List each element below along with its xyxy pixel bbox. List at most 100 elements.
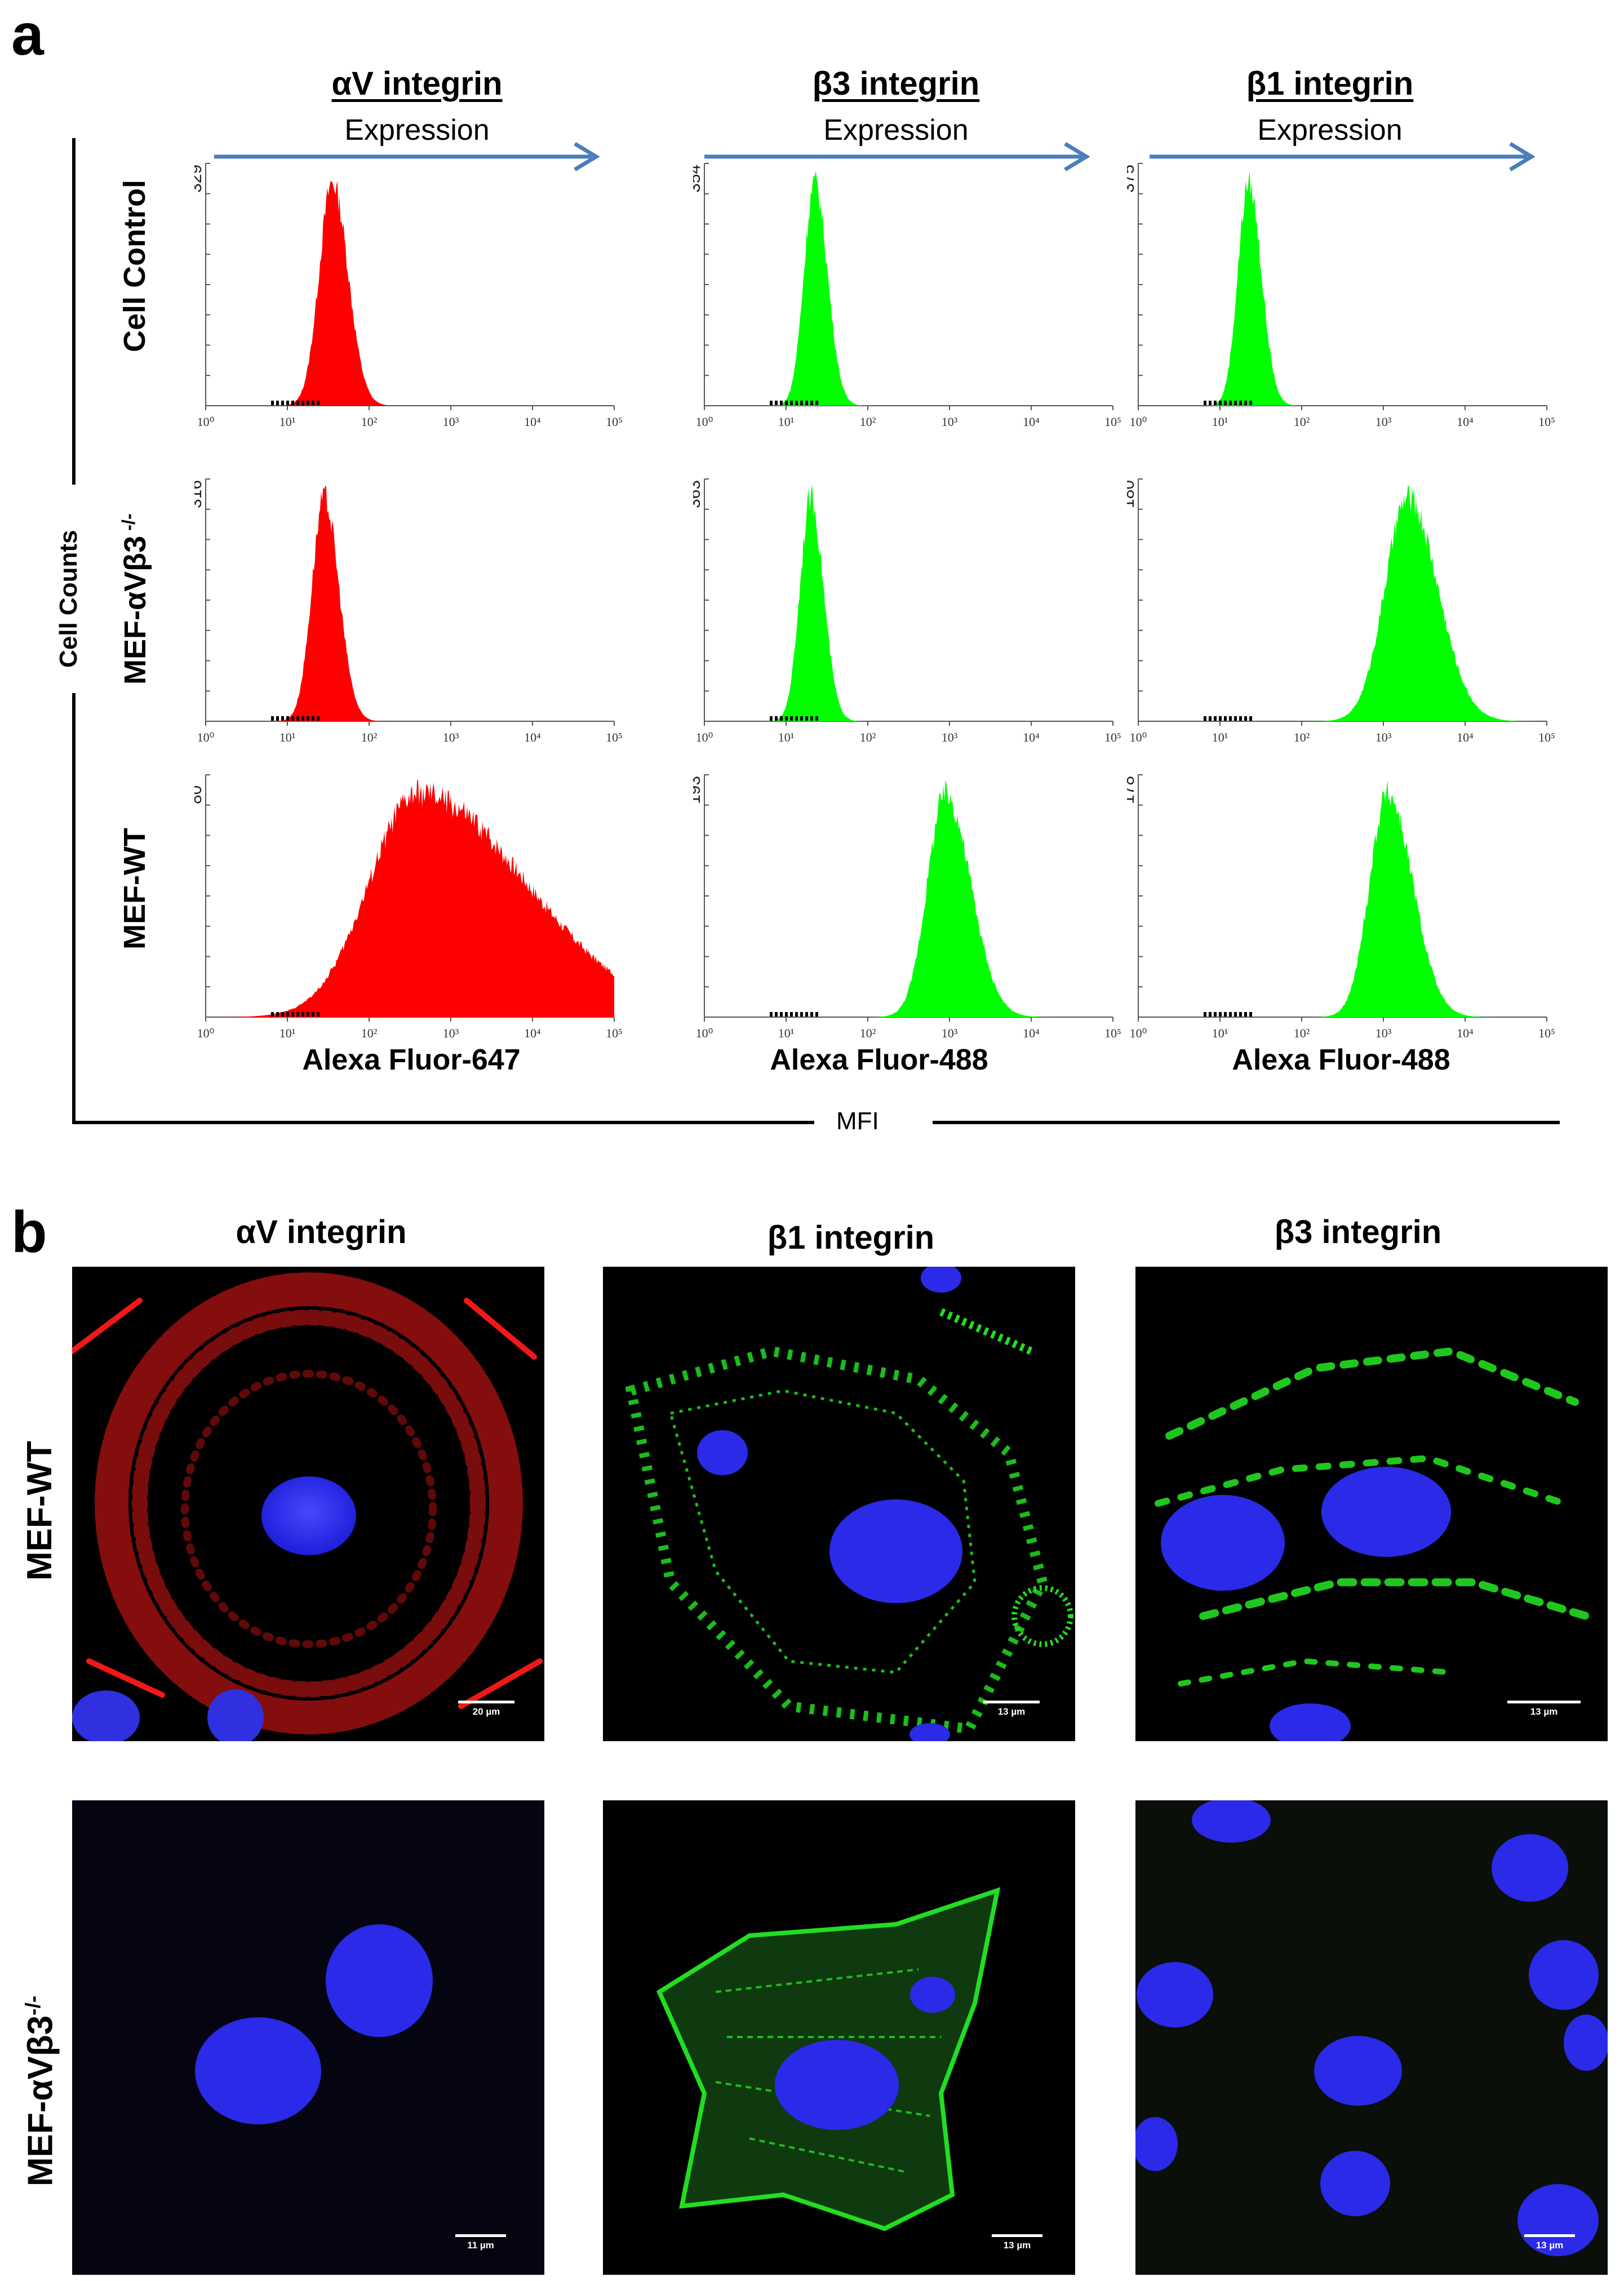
x-tick-label: 10⁵: [1104, 1026, 1121, 1040]
scale-bar-ko-av: 11 µm: [450, 2234, 512, 2250]
y-max-label: 363: [693, 480, 704, 508]
x-tick-label: 10⁰: [696, 1026, 713, 1040]
y-max-label: 178: [1127, 776, 1138, 804]
mfi-label: MFI: [823, 1109, 893, 1134]
histogram-0-1: 10⁰ 10¹ 10² 10³ 10⁴ 10⁵ 354: [693, 163, 1121, 429]
row-label-cell-control: Cell Control: [118, 180, 152, 352]
x-tick-label: 10⁴: [1457, 730, 1474, 744]
histogram-area: [704, 485, 1113, 721]
x-tick-label: 10³: [942, 1026, 958, 1040]
x-tick-label: 10²: [860, 415, 876, 429]
scale-bar-wt-av-label: 20 µm: [472, 1706, 500, 1717]
x-tick-label: 10²: [860, 730, 876, 744]
histogram-area: [206, 780, 614, 1017]
x-tick-label: 10¹: [1212, 730, 1228, 744]
x-tick-label: 10⁵: [606, 1026, 623, 1040]
cell-counts-label: Cell Counts: [55, 530, 82, 668]
y-max-label: 329: [194, 165, 205, 193]
histogram-axes: [1138, 163, 1547, 406]
scale-bar-wt-b1-label: 13 µm: [997, 1706, 1026, 1717]
micrograph-ko-av-art: [72, 1800, 544, 2275]
x-tick-label: 10¹: [279, 415, 296, 429]
x-tick-label: 10³: [942, 730, 958, 744]
x-tick-label: 10⁴: [524, 415, 541, 429]
histogram-0-2: 10⁰ 10¹ 10² 10³ 10⁴ 10⁵ 375: [1127, 163, 1555, 429]
x-tick-label: 10⁰: [696, 730, 713, 744]
x-tick-label: 10⁴: [1457, 1026, 1474, 1040]
x-tick-label: 10³: [443, 1026, 459, 1040]
histogram-1-2: 10⁰ 10¹ 10² 10³ 10⁴ 10⁵ 180: [1127, 478, 1555, 744]
micrograph-wt-b1: 13 µm: [603, 1267, 1075, 1741]
x-tick-label: 10⁰: [1130, 1026, 1147, 1040]
histogram-axes: [704, 775, 1113, 1018]
histogram-2-0: 10⁰ 10¹ 10² 10³ 10⁴ 10⁵ 80: [194, 774, 623, 1040]
x-tick-label: 10⁰: [197, 730, 215, 744]
micrograph-wt-av: 20 µm: [72, 1267, 544, 1741]
histogram-2-1: 10⁰ 10¹ 10² 10³ 10⁴ 10⁵ 193: [693, 774, 1121, 1040]
x-tick-label: 10¹: [1212, 1026, 1228, 1040]
x-tick-label: 10²: [361, 415, 378, 429]
x-tick-label: 10¹: [279, 730, 296, 744]
histogram-area: [704, 171, 1113, 406]
micrograph-ko-b1: 13 µm: [603, 1800, 1075, 2275]
scale-bar-ko-av-label: 11 µm: [467, 2240, 494, 2251]
x-tick-label: 10⁰: [197, 1026, 215, 1040]
scale-bar-wt-av: 20 µm: [455, 1701, 517, 1716]
b-col-title-b1: β1 integrin: [767, 1219, 935, 1256]
x-tick-label: 10⁴: [1023, 730, 1040, 744]
arrow-b1: [1150, 142, 1536, 171]
micrograph-ko-b3-art: [1135, 1800, 1608, 2275]
y-max-label: 80: [194, 786, 205, 804]
x-tick-label: 10²: [361, 1026, 378, 1040]
histogram-0-0: 10⁰ 10¹ 10² 10³ 10⁴ 10⁵ 329: [194, 163, 623, 429]
b-col-title-av: αV integrin: [236, 1214, 407, 1250]
axis-brackets: [72, 138, 1560, 1124]
x-tick-label: 10¹: [778, 730, 795, 744]
channel-label-b1: Alexa Fluor-488: [1232, 1044, 1450, 1076]
x-tick-label: 10⁴: [1023, 1026, 1040, 1040]
b-row-label-mef-avb3: MEF-αVβ3-/-: [21, 1996, 60, 2186]
histogram-area: [1138, 780, 1547, 1017]
col-title-b3: β3 integrin: [812, 65, 980, 102]
x-tick-label: 10³: [942, 415, 958, 429]
histogram-axes: [704, 479, 1113, 722]
x-tick-label: 10¹: [279, 1026, 296, 1040]
x-tick-label: 10⁵: [1104, 730, 1121, 744]
histogram-axes: [704, 163, 1113, 406]
histogram-area: [1138, 486, 1547, 721]
scale-bar-wt-b1: 13 µm: [980, 1701, 1042, 1716]
histogram-1-1: 10⁰ 10¹ 10² 10³ 10⁴ 10⁵ 363: [693, 478, 1121, 744]
expression-arrows: [214, 142, 1536, 171]
channel-label-b3: Alexa Fluor-488: [770, 1044, 988, 1076]
arrow-av: [214, 142, 600, 171]
histogram-area: [1138, 170, 1547, 406]
x-tick-label: 10³: [443, 415, 459, 429]
histogram-axes: [205, 479, 614, 722]
y-max-label: 375: [1127, 165, 1138, 193]
b-col-title-b3: β3 integrin: [1274, 1214, 1442, 1250]
y-max-label: 193: [693, 776, 704, 804]
histogram-area: [206, 181, 614, 406]
histogram-axes: [1138, 775, 1547, 1018]
micrograph-ko-b3: 13 µm: [1135, 1800, 1608, 2275]
scale-bar-ko-b3: 13 µm: [1519, 2234, 1581, 2250]
col-title-av: αV integrin: [331, 65, 503, 102]
micrograph-wt-av-art: [72, 1272, 543, 1741]
x-tick-label: 10³: [443, 730, 459, 744]
x-tick-label: 10⁴: [524, 1026, 541, 1040]
x-tick-label: 10⁵: [1104, 415, 1121, 429]
x-tick-label: 10⁰: [1130, 730, 1147, 744]
channel-label-av: Alexa Fluor-647: [302, 1044, 521, 1076]
x-tick-label: 10²: [361, 730, 378, 744]
scale-bar-wt-b3: 13 µm: [1507, 1701, 1581, 1716]
x-tick-label: 10⁰: [1130, 415, 1147, 429]
scale-bar-ko-b1: 13 µm: [986, 2234, 1048, 2250]
scale-bar-ko-b3-label: 13 µm: [1536, 2240, 1564, 2251]
y-max-label: 316: [194, 480, 205, 508]
micrograph-wt-b3: 13 µm: [1135, 1267, 1608, 1741]
row-label-mef-avb3: MEF-αVβ3 -/-: [118, 513, 152, 685]
x-tick-label: 10⁰: [197, 415, 215, 429]
histogram-area: [206, 486, 614, 721]
micrograph-ko-b1-art: [656, 1887, 1001, 2231]
micrograph-wt-b3-art: [1155, 1347, 1590, 1741]
